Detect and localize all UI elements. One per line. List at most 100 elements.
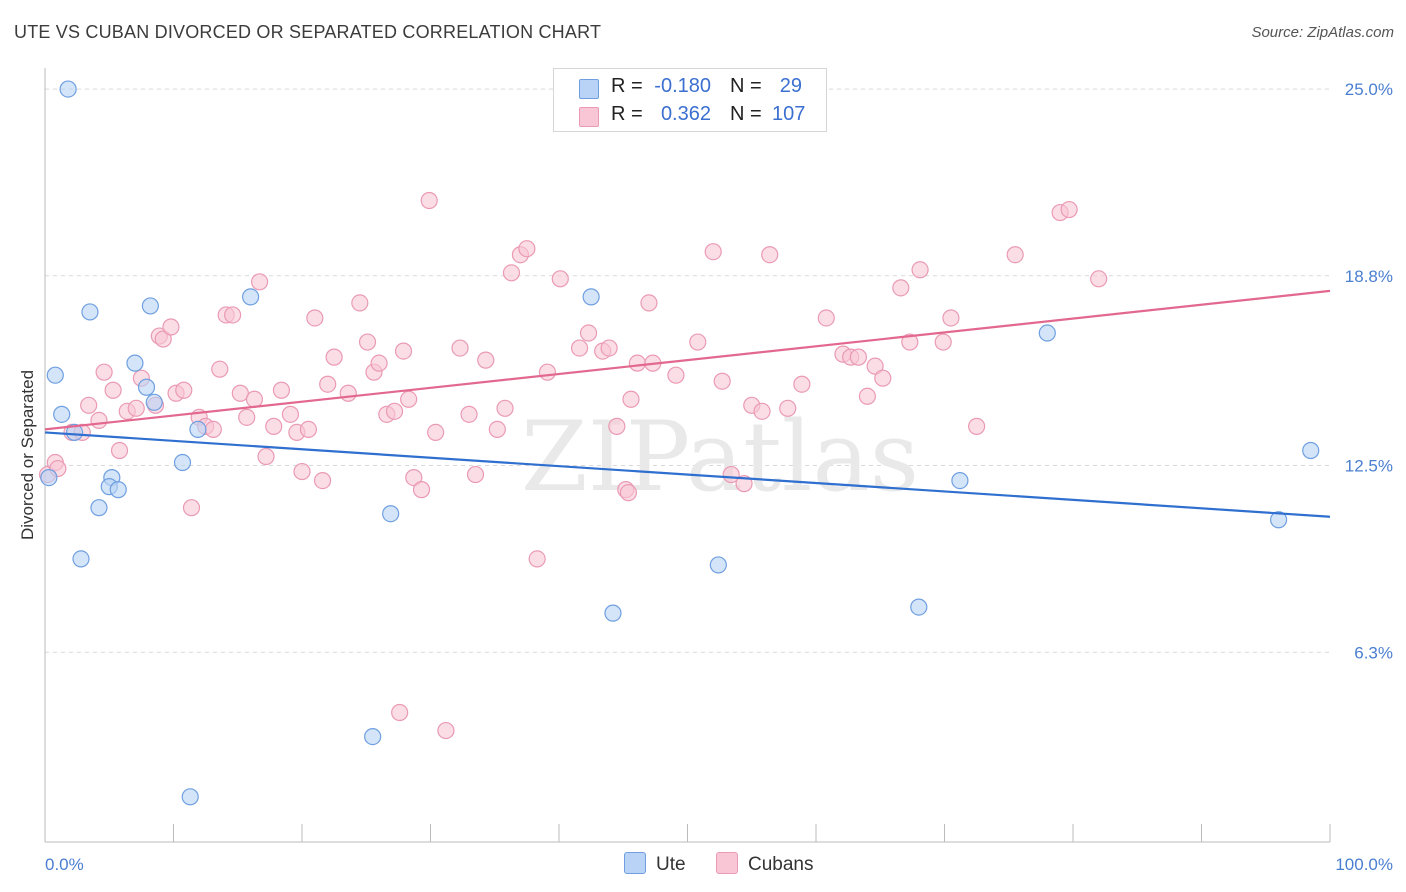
cubans-point[interactable] xyxy=(175,381,193,399)
cubans-point[interactable] xyxy=(257,447,275,466)
cubans-point[interactable] xyxy=(427,423,445,442)
cubans-point[interactable] xyxy=(968,417,986,435)
ute-point[interactable] xyxy=(1269,511,1288,529)
cubans-point[interactable] xyxy=(319,375,337,393)
cubans-point[interactable] xyxy=(608,417,626,435)
cubans-point[interactable] xyxy=(370,354,388,372)
cubans-point[interactable] xyxy=(104,381,122,399)
ute-point[interactable] xyxy=(46,366,64,384)
cubans-point[interactable] xyxy=(551,270,569,288)
ute-point[interactable] xyxy=(72,550,90,568)
ute-point[interactable] xyxy=(181,788,199,806)
ute-point[interactable] xyxy=(910,598,928,616)
cubans-point[interactable] xyxy=(570,339,589,357)
cubans-point[interactable] xyxy=(420,191,438,210)
ute-point[interactable] xyxy=(81,303,99,321)
ute-point[interactable] xyxy=(53,405,71,423)
ute-point[interactable] xyxy=(709,556,727,574)
ute-point[interactable] xyxy=(109,481,127,499)
cubans-point[interactable] xyxy=(238,408,256,426)
ute-point[interactable] xyxy=(1302,441,1320,460)
cubans-point[interactable] xyxy=(405,468,423,487)
cubans-point[interactable] xyxy=(80,396,98,414)
cubans-point[interactable] xyxy=(622,390,640,408)
cubans-point[interactable] xyxy=(901,333,919,351)
cubans-point[interactable] xyxy=(779,399,797,417)
legend-item-ute[interactable]: Ute xyxy=(624,852,686,876)
cubans-point[interactable] xyxy=(460,405,478,423)
cubans-point[interactable] xyxy=(325,348,343,366)
ute-point[interactable] xyxy=(90,499,108,517)
cubans-point[interactable] xyxy=(358,333,377,351)
ute-point[interactable] xyxy=(137,378,156,396)
cubans-point[interactable] xyxy=(127,399,145,417)
cubans-point[interactable] xyxy=(162,318,180,336)
cubans-point[interactable] xyxy=(437,721,455,740)
cubans-point[interactable] xyxy=(528,550,546,568)
cubans-point[interactable] xyxy=(110,441,129,460)
cubans-point[interactable] xyxy=(761,246,779,264)
cubans-point[interactable] xyxy=(640,294,658,312)
cubans-point[interactable] xyxy=(265,417,283,435)
cubans-point[interactable] xyxy=(579,324,598,342)
ute-point[interactable] xyxy=(173,453,192,472)
ute-point[interactable] xyxy=(951,471,969,490)
cubans-point[interactable] xyxy=(502,264,521,282)
cubans-point[interactable] xyxy=(95,363,113,381)
cubans-point[interactable] xyxy=(250,273,269,291)
cubans-point[interactable] xyxy=(942,309,960,327)
ute-point[interactable] xyxy=(382,505,400,523)
cubans-point[interactable] xyxy=(619,484,637,502)
cubans-point[interactable] xyxy=(466,465,485,484)
cubans-point[interactable] xyxy=(477,351,495,369)
cubans-point[interactable] xyxy=(272,381,291,399)
ute-point[interactable] xyxy=(65,423,84,442)
cubans-point[interactable] xyxy=(858,387,877,405)
cubans-point[interactable] xyxy=(299,420,318,439)
cubans-point[interactable] xyxy=(496,399,514,417)
ute-point[interactable] xyxy=(126,354,144,372)
cubans-point[interactable] xyxy=(451,339,469,357)
cubans-point[interactable] xyxy=(204,420,222,439)
ute-point[interactable] xyxy=(189,420,207,439)
cubans-point[interactable] xyxy=(753,402,771,420)
cubans-point[interactable] xyxy=(385,402,404,420)
ute-point[interactable] xyxy=(40,468,58,487)
cubans-point[interactable] xyxy=(628,354,646,372)
cubans-point[interactable] xyxy=(1060,200,1078,219)
cubans-point[interactable] xyxy=(538,363,557,381)
cubans-point[interactable] xyxy=(704,243,722,261)
cubans-point[interactable] xyxy=(1090,270,1108,288)
cubans-point[interactable] xyxy=(154,330,172,348)
cubans-point[interactable] xyxy=(667,366,685,384)
ute-point[interactable] xyxy=(604,604,622,622)
cubans-point[interactable] xyxy=(224,306,242,324)
ute-point[interactable] xyxy=(145,393,163,411)
cubans-point[interactable] xyxy=(90,411,108,429)
ute-point[interactable] xyxy=(242,288,260,306)
cubans-point[interactable] xyxy=(412,481,431,499)
cubans-point[interactable] xyxy=(849,348,868,366)
ute-point[interactable] xyxy=(582,288,600,306)
cubans-point[interactable] xyxy=(874,369,892,387)
ute-point[interactable] xyxy=(1038,324,1056,342)
cubans-point[interactable] xyxy=(689,333,707,351)
cubans-point[interactable] xyxy=(339,384,357,402)
cubans-point[interactable] xyxy=(211,360,229,378)
ute-point[interactable] xyxy=(141,297,159,315)
cubans-point[interactable] xyxy=(817,309,835,327)
cubans-point[interactable] xyxy=(488,420,506,439)
cubans-point[interactable] xyxy=(245,390,264,408)
cubans-point[interactable] xyxy=(400,390,418,408)
cubans-point[interactable] xyxy=(182,499,201,517)
cubans-point[interactable] xyxy=(313,471,332,490)
cubans-point[interactable] xyxy=(911,261,929,279)
cubans-point[interactable] xyxy=(793,375,811,393)
ute-point[interactable] xyxy=(59,80,77,98)
cubans-point[interactable] xyxy=(866,357,884,375)
cubans-point[interactable] xyxy=(293,462,311,481)
cubans-point[interactable] xyxy=(518,240,536,258)
cubans-point[interactable] xyxy=(1006,246,1024,264)
ute-point[interactable] xyxy=(364,727,382,746)
cubans-point[interactable] xyxy=(391,703,409,722)
